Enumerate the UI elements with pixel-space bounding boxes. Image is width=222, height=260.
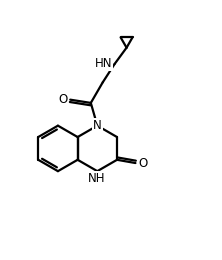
- Text: O: O: [58, 93, 68, 106]
- Text: O: O: [138, 157, 147, 170]
- Text: NH: NH: [87, 172, 105, 185]
- Text: HN: HN: [95, 57, 113, 70]
- Text: N: N: [93, 119, 102, 132]
